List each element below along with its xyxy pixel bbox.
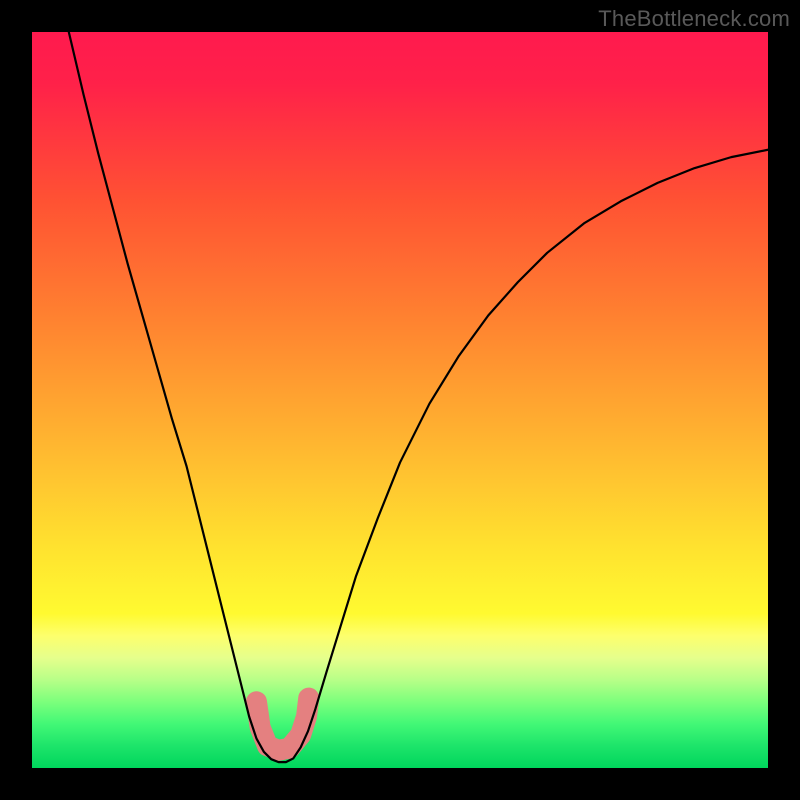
watermark-text: TheBottleneck.com xyxy=(598,6,790,32)
worm-marker xyxy=(256,698,308,750)
curve-layer xyxy=(32,32,768,768)
plot-area xyxy=(32,32,768,768)
bottleneck-curve xyxy=(69,32,768,762)
